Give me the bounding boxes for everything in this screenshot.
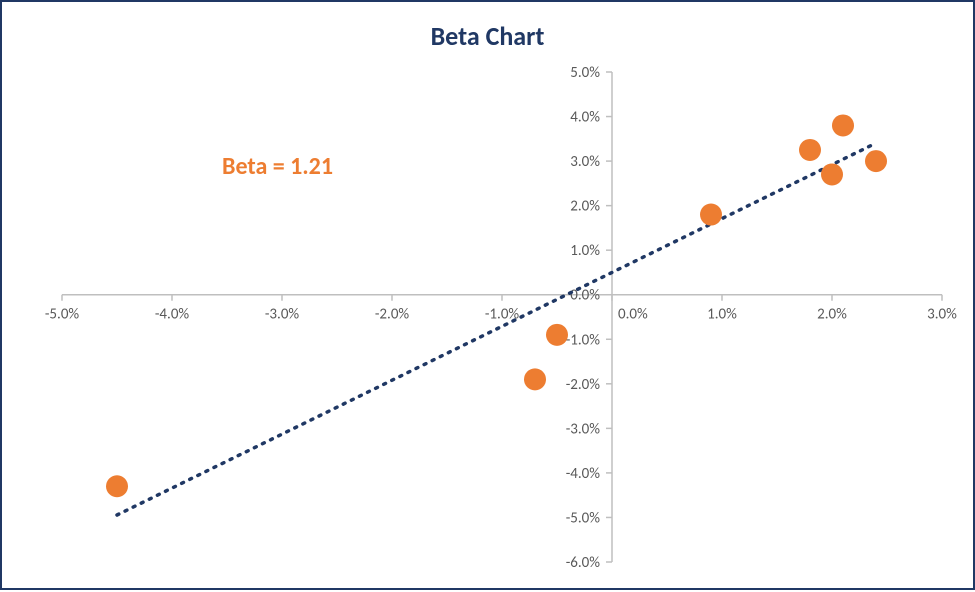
x-tick-label: -2.0% — [375, 306, 410, 324]
y-tick-label: -2.0% — [566, 376, 601, 394]
y-tick-label: 3.0% — [570, 153, 600, 171]
y-tick-label: -6.0% — [566, 554, 601, 572]
data-point — [106, 475, 128, 497]
y-tick-label: 5.0% — [570, 64, 600, 82]
chart-frame: Beta Chart Beta = 1.21 -5.0%-4.0%-3.0%-2… — [0, 0, 975, 590]
data-point — [700, 204, 722, 226]
x-tick-label: -4.0% — [155, 306, 190, 324]
trendline — [117, 143, 876, 515]
y-tick-label: -4.0% — [566, 465, 601, 483]
y-tick-label: -3.0% — [566, 420, 601, 438]
y-tick-label: -5.0% — [566, 509, 601, 527]
x-tick-label: 1.0% — [707, 306, 737, 324]
y-tick-label: 0.0% — [570, 287, 600, 305]
data-point — [524, 368, 546, 390]
x-tick-label: 2.0% — [817, 306, 847, 324]
data-point — [832, 114, 854, 136]
data-point — [799, 139, 821, 161]
x-tick-label: 3.0% — [927, 306, 957, 324]
y-tick-label: 2.0% — [570, 198, 600, 216]
y-tick-label: 1.0% — [570, 242, 600, 260]
data-point — [546, 324, 568, 346]
y-tick-label: 4.0% — [570, 109, 600, 127]
data-point — [865, 150, 887, 172]
x-tick-label: 0.0% — [618, 306, 648, 324]
y-tick-label: -1.0% — [566, 331, 601, 349]
x-tick-label: -5.0% — [45, 306, 80, 324]
data-point — [821, 163, 843, 185]
scatter-plot: -5.0% -4.0% -3.0% -2.0% -1.0% 0.0% 1.0% 2.0% 3.0… — [2, 2, 975, 592]
x-tick-label: -3.0% — [265, 306, 300, 324]
